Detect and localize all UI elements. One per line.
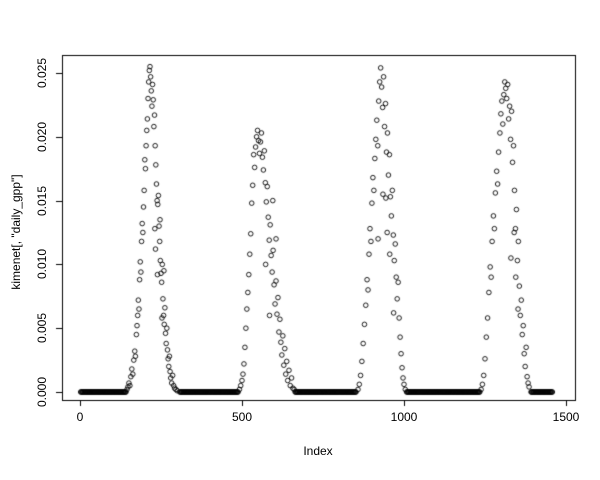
y-axis-title: kimenet[, "daily_gpp"] — [9, 174, 23, 290]
y-tick-label: 0.005 — [35, 312, 49, 344]
x-tick-label: 1000 — [390, 410, 418, 424]
y-tick-label: 0.020 — [35, 121, 49, 153]
y-tick-label: 0.010 — [35, 248, 49, 280]
x-tick-label: 0 — [76, 410, 84, 424]
x-axis-title: Index — [303, 444, 333, 458]
y-tick-label: 0.015 — [35, 185, 49, 217]
x-tick-label: 500 — [231, 410, 253, 424]
x-tick-label: 1500 — [552, 410, 580, 424]
y-tick-label: 0.000 — [35, 376, 49, 408]
y-tick-label: 0.025 — [35, 57, 49, 89]
